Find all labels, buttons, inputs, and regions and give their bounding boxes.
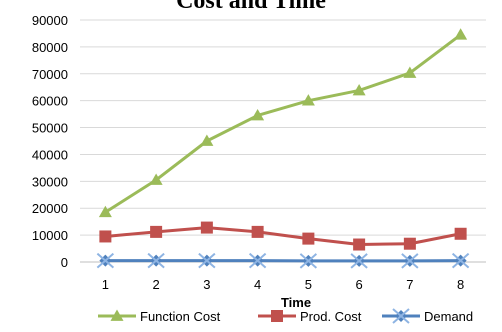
data-point [199,254,215,268]
data-point [453,254,469,268]
x-axis-ticks: 1 2 3 4 5 6 7 8 [102,277,464,292]
data-point [454,28,467,39]
x-tick-label: 8 [457,277,464,292]
y-tick-label: 90000 [32,13,68,28]
series-line [105,35,460,212]
y-tick-label: 70000 [32,67,68,82]
data-point [250,254,266,268]
y-tick-label: 0 [61,255,68,270]
x-tick-label: 2 [153,277,160,292]
y-tick-label: 20000 [32,201,68,216]
data-point [300,254,316,268]
data-point [353,239,365,251]
y-tick-label: 60000 [32,94,68,109]
y-tick-label: 40000 [32,147,68,162]
data-point [150,226,162,238]
data-point [404,238,416,250]
y-axis-ticks: 0 10000 20000 30000 40000 50000 60000 70000 8000… [32,13,68,270]
data-point [99,230,111,242]
legend-item: Function Cost [98,309,221,324]
data-point [201,222,213,234]
legend-marker [271,310,283,322]
legend-label: Demand [424,309,473,324]
series-layer [97,28,468,268]
y-tick-label: 50000 [32,121,68,136]
x-tick-label: 7 [406,277,413,292]
data-point [302,233,314,245]
x-tick-label: 5 [305,277,312,292]
y-tick-label: 10000 [32,228,68,243]
x-tick-label: 3 [203,277,210,292]
x-tick-label: 4 [254,277,261,292]
data-point [252,226,264,238]
legend-item: Prod. Cost [258,309,362,324]
legend-item: Demand [382,309,473,324]
data-point [148,254,164,268]
legend-label: Function Cost [140,309,221,324]
data-point [97,254,113,268]
chart-title: Cost and Time [176,0,326,14]
series-prod-cost [99,222,466,251]
data-point [402,254,418,268]
x-tick-label: 1 [102,277,109,292]
grid-lines [80,20,486,262]
legend: Function Cost Prod. Cost Demand [98,309,473,324]
data-point [455,228,467,240]
data-point [351,254,367,268]
data-point [99,206,112,217]
x-axis-title: Time [281,295,311,310]
series-function-cost [99,28,467,217]
series-demand [97,254,468,268]
legend-marker [393,309,409,323]
y-tick-label: 30000 [32,174,68,189]
legend-label: Prod. Cost [300,309,362,324]
x-tick-label: 6 [356,277,363,292]
y-tick-label: 80000 [32,40,68,55]
